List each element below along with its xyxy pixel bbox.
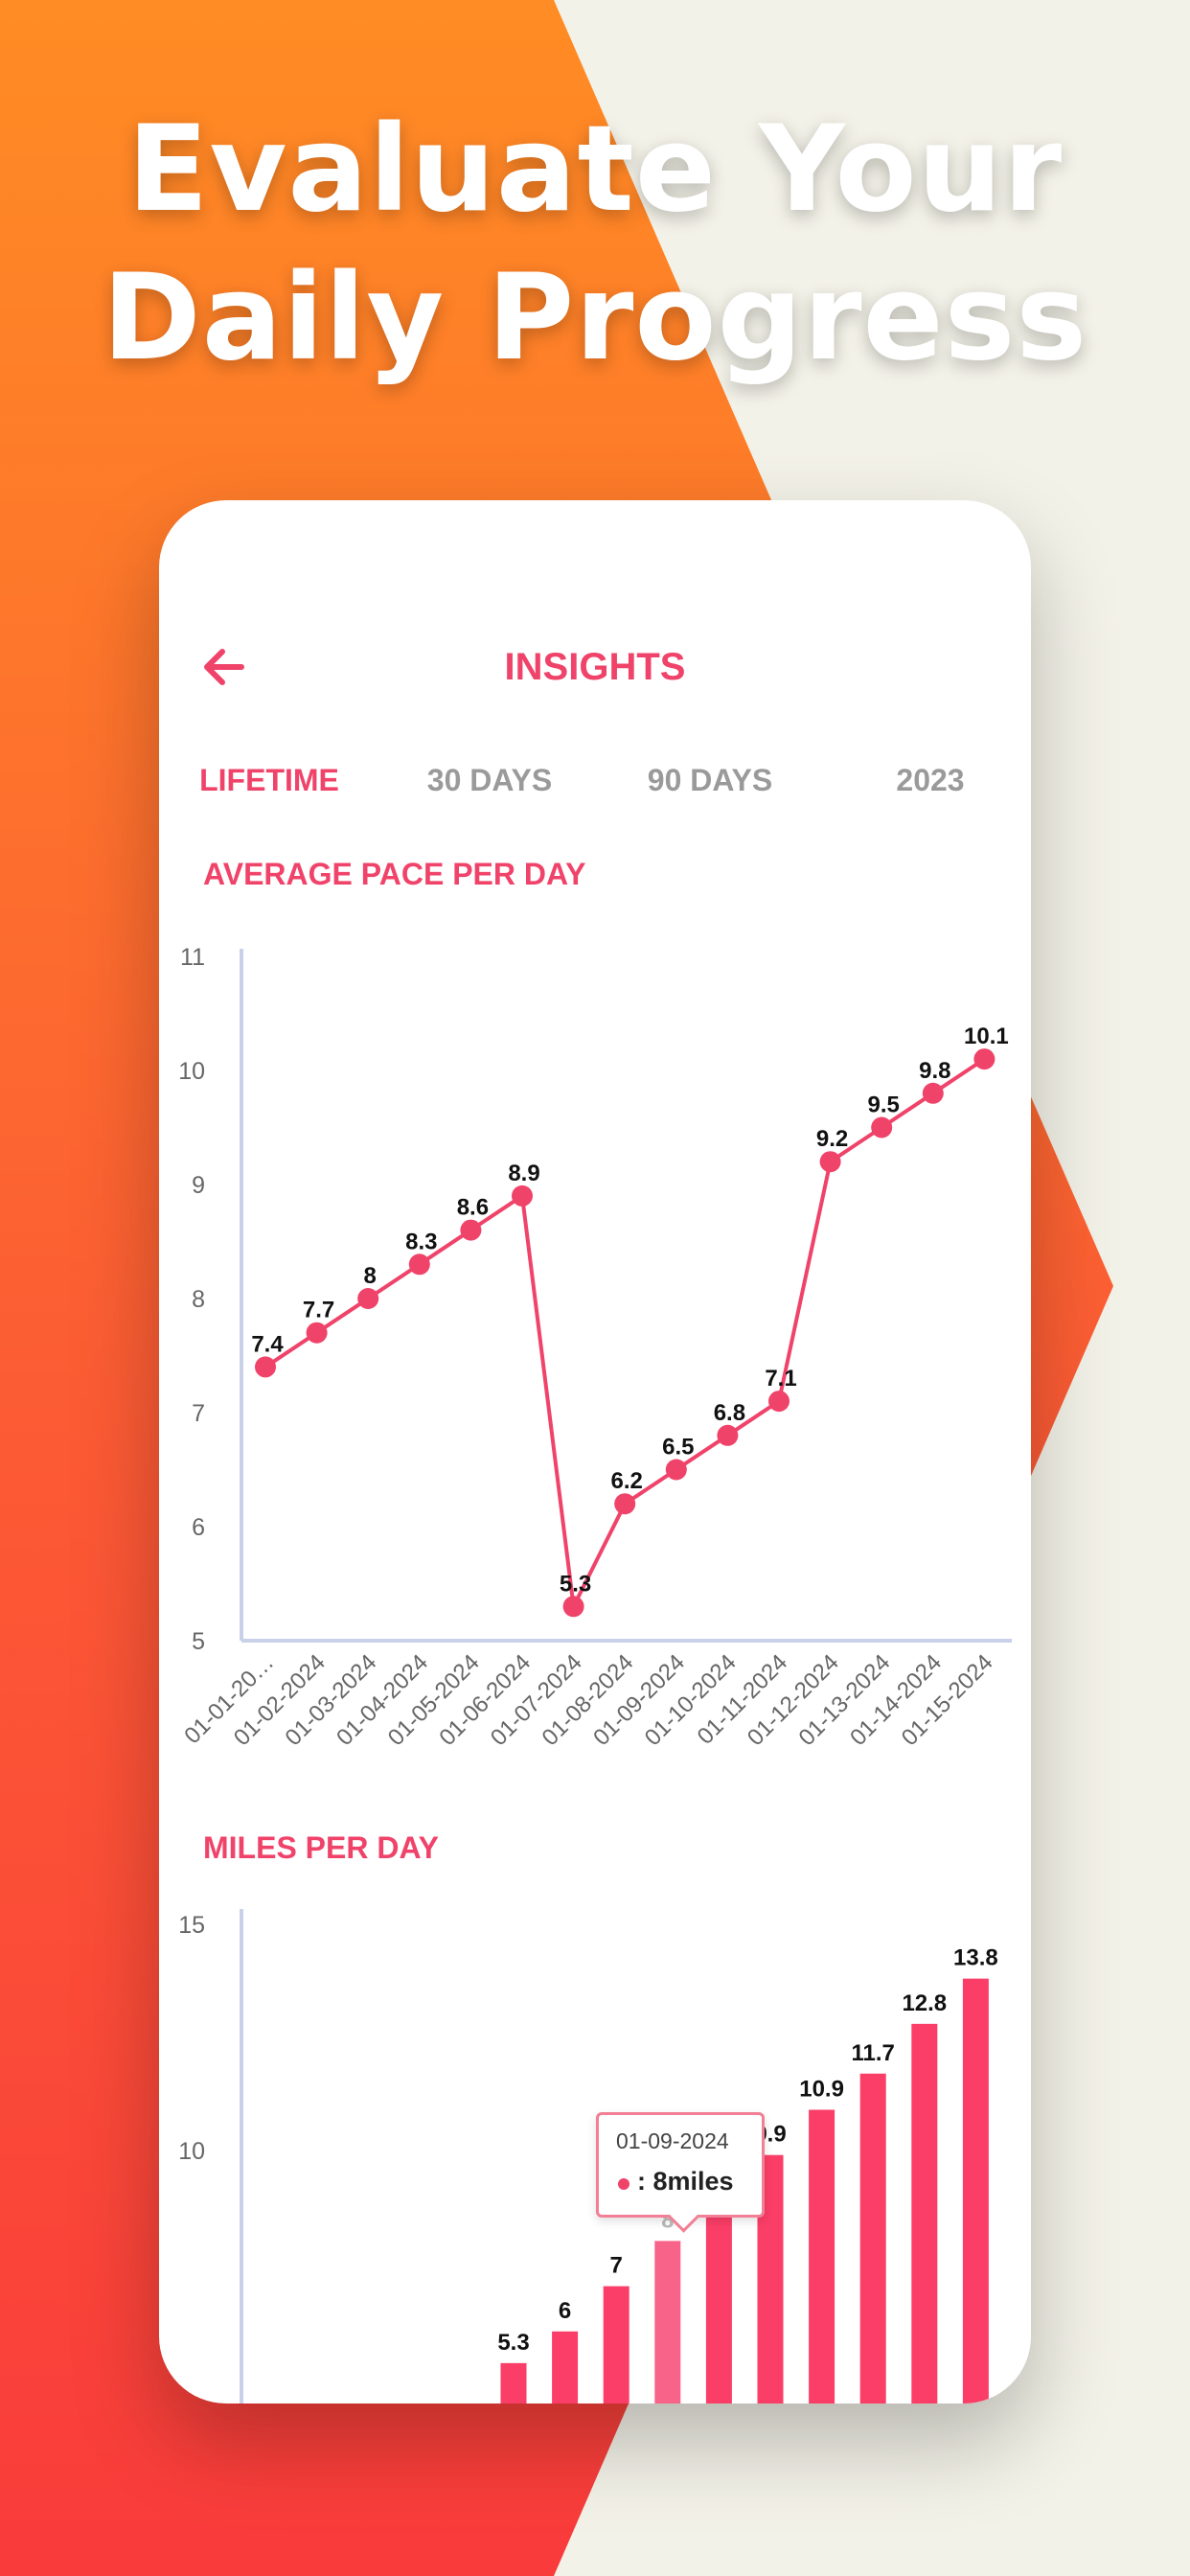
pace-data-label: 8.9 xyxy=(508,1161,539,1186)
pace-point xyxy=(665,1459,687,1481)
pace-point xyxy=(768,1391,790,1413)
pace-point xyxy=(922,1082,944,1104)
pace-point xyxy=(255,1356,276,1378)
miles-data-label: 12.8 xyxy=(902,1990,947,2016)
miles-bar xyxy=(500,2362,527,2404)
miles-bar xyxy=(911,2023,938,2404)
miles-bar xyxy=(705,2199,732,2404)
y-tick-label: 6 xyxy=(192,1514,205,1541)
pace-data-label: 7.4 xyxy=(251,1331,284,1357)
y-tick-label: 5 xyxy=(192,1628,205,1655)
pace-line-chart: 5 6 7 8 9 10 11 7.4 7.7 8 8.3 8.6 8.9 5.3 6.2 6.5 6.8 7.1… xyxy=(178,944,1012,1751)
y-tick-label: 11 xyxy=(180,944,205,971)
miles-bar xyxy=(654,2241,681,2404)
tooltip-value: : 8miles xyxy=(637,2167,734,2196)
pace-point xyxy=(460,1219,482,1241)
y-tick-label: 15 xyxy=(178,1912,205,1939)
phone-card: INSIGHTS LIFETIME 30 DAYS 90 DAYS 2023 A… xyxy=(159,500,1031,2404)
pace-data-label: 5.3 xyxy=(560,1571,591,1597)
miles-data-label: 10.9 xyxy=(799,2077,844,2103)
pace-point xyxy=(614,1493,636,1515)
miles-data-label: 13.8 xyxy=(953,1945,998,1971)
period-tabs: LIFETIME 30 DAYS 90 DAYS 2023 xyxy=(159,751,1031,809)
miles-data-label: 6 xyxy=(559,2298,571,2324)
pace-point xyxy=(973,1048,995,1070)
headline-line-2: Daily Progress xyxy=(102,249,1088,387)
pace-data-label: 6.5 xyxy=(662,1435,694,1460)
tab-90-days[interactable]: 90 DAYS xyxy=(647,763,773,797)
miles-data-label: 7 xyxy=(610,2253,623,2279)
miles-bar xyxy=(809,2109,835,2404)
miles-data-label: 5.3 xyxy=(497,2330,529,2356)
tooltip-dot-icon xyxy=(618,2178,629,2190)
tab-30-days[interactable]: 30 DAYS xyxy=(426,763,553,797)
pace-data-label: 8.6 xyxy=(457,1195,489,1221)
page-title: INSIGHTS xyxy=(504,646,686,688)
miles-chart-title: MILES PER DAY xyxy=(203,1830,439,1865)
pace-point xyxy=(819,1151,841,1173)
pace-data-label: 8.3 xyxy=(405,1229,437,1254)
pace-data-label: 6.2 xyxy=(611,1468,643,1494)
pace-point xyxy=(306,1322,328,1344)
pace-data-label: 8 xyxy=(364,1263,377,1289)
pace-data-label: 9.8 xyxy=(919,1058,950,1084)
tab-lifetime[interactable]: LIFETIME xyxy=(199,763,339,797)
miles-bar xyxy=(603,2286,629,2404)
pace-point xyxy=(357,1288,379,1309)
pace-point xyxy=(562,1596,584,1618)
tooltip-date: 01-09-2024 xyxy=(616,2128,729,2153)
pace-data-label: 7.7 xyxy=(303,1298,334,1323)
miles-data-label: 11.7 xyxy=(852,2040,895,2066)
pace-chart-title: AVERAGE PACE PER DAY xyxy=(203,857,586,891)
pace-point xyxy=(717,1424,739,1446)
headline-line-1: Evaluate Your xyxy=(126,101,1064,239)
miles-bar xyxy=(962,1978,989,2404)
pace-point xyxy=(408,1254,430,1276)
y-tick-label: 7 xyxy=(192,1400,205,1427)
pace-data-label: 10.1 xyxy=(964,1024,1009,1049)
y-tick-label: 8 xyxy=(192,1286,205,1313)
bar-tooltip: 01-09-2024 : 8miles xyxy=(596,2112,765,2233)
y-tick-label: 10 xyxy=(178,2138,205,2165)
arrow-left-icon[interactable] xyxy=(194,636,255,698)
y-tick-label: 10 xyxy=(178,1058,205,1085)
pace-data-label: 9.5 xyxy=(868,1092,900,1118)
pace-point xyxy=(512,1184,533,1207)
pace-point xyxy=(871,1116,893,1138)
miles-bar xyxy=(859,2073,886,2404)
y-tick-label: 9 xyxy=(192,1172,205,1199)
miles-bar xyxy=(552,2331,579,2404)
pace-data-label: 7.1 xyxy=(765,1366,796,1392)
pace-series-line xyxy=(263,1057,986,1609)
pace-data-label: 9.2 xyxy=(816,1126,848,1152)
pace-data-label: 6.8 xyxy=(714,1400,745,1426)
tab-2023[interactable]: 2023 xyxy=(896,763,965,797)
